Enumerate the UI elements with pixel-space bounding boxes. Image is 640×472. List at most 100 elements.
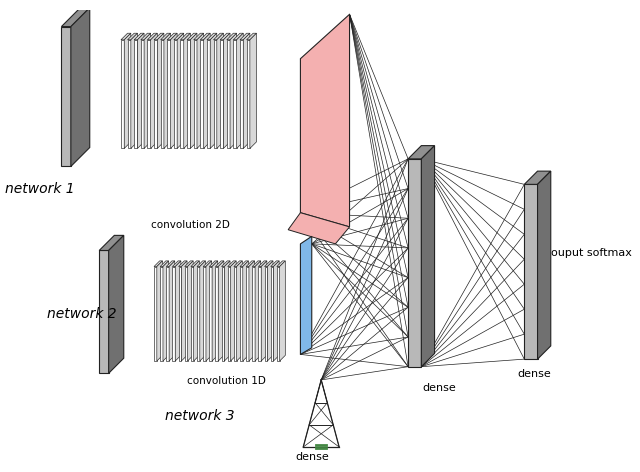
Polygon shape — [221, 261, 230, 267]
Polygon shape — [169, 261, 175, 361]
Polygon shape — [157, 33, 164, 149]
Polygon shape — [209, 267, 212, 361]
Polygon shape — [234, 40, 237, 149]
Polygon shape — [124, 33, 131, 149]
Polygon shape — [194, 261, 199, 361]
Polygon shape — [172, 267, 175, 361]
Polygon shape — [234, 261, 243, 267]
Polygon shape — [184, 33, 190, 149]
Polygon shape — [99, 251, 109, 373]
Polygon shape — [134, 40, 138, 149]
Polygon shape — [214, 40, 217, 149]
Polygon shape — [408, 159, 421, 367]
Polygon shape — [99, 236, 124, 251]
Polygon shape — [227, 33, 237, 40]
Polygon shape — [218, 261, 224, 361]
Polygon shape — [174, 40, 177, 149]
Polygon shape — [259, 267, 261, 361]
Polygon shape — [138, 33, 144, 149]
Polygon shape — [214, 33, 223, 40]
Polygon shape — [255, 261, 260, 361]
Polygon shape — [203, 261, 212, 267]
Polygon shape — [220, 33, 230, 40]
Polygon shape — [200, 261, 205, 361]
Polygon shape — [237, 261, 243, 361]
Polygon shape — [197, 261, 205, 267]
Polygon shape — [210, 33, 217, 149]
Polygon shape — [194, 40, 197, 149]
Polygon shape — [250, 33, 257, 149]
Polygon shape — [206, 261, 212, 361]
Polygon shape — [109, 236, 124, 373]
Polygon shape — [421, 146, 435, 367]
Polygon shape — [179, 261, 187, 267]
Polygon shape — [203, 267, 206, 361]
Polygon shape — [121, 33, 131, 40]
Polygon shape — [164, 33, 170, 149]
Text: network 3: network 3 — [165, 409, 235, 423]
Polygon shape — [194, 33, 204, 40]
Polygon shape — [167, 33, 177, 40]
Polygon shape — [180, 33, 190, 40]
Polygon shape — [163, 261, 168, 361]
Polygon shape — [252, 267, 255, 361]
Polygon shape — [240, 33, 250, 40]
Polygon shape — [187, 33, 197, 40]
Polygon shape — [524, 185, 538, 359]
Polygon shape — [166, 267, 169, 361]
Polygon shape — [220, 40, 223, 149]
Polygon shape — [197, 33, 204, 149]
Polygon shape — [127, 40, 131, 149]
Polygon shape — [154, 40, 157, 149]
Polygon shape — [207, 33, 217, 40]
Polygon shape — [225, 261, 230, 361]
Polygon shape — [191, 267, 194, 361]
Polygon shape — [243, 261, 248, 361]
Polygon shape — [154, 261, 163, 267]
Polygon shape — [170, 33, 177, 149]
Polygon shape — [200, 33, 210, 40]
Polygon shape — [271, 261, 279, 267]
Polygon shape — [197, 267, 200, 361]
Polygon shape — [209, 261, 218, 267]
Polygon shape — [207, 40, 210, 149]
Text: dense: dense — [422, 383, 456, 393]
Polygon shape — [185, 261, 193, 267]
Polygon shape — [240, 40, 243, 149]
Polygon shape — [246, 33, 257, 40]
Polygon shape — [234, 33, 243, 40]
Polygon shape — [181, 261, 187, 361]
Polygon shape — [277, 267, 280, 361]
Polygon shape — [131, 33, 138, 149]
Polygon shape — [240, 261, 248, 267]
Polygon shape — [538, 171, 551, 359]
Polygon shape — [191, 261, 199, 267]
Polygon shape — [127, 33, 138, 40]
Polygon shape — [246, 40, 250, 149]
Text: convolution 2D: convolution 2D — [152, 220, 230, 230]
Polygon shape — [167, 40, 170, 149]
Polygon shape — [288, 213, 349, 244]
Polygon shape — [408, 146, 435, 159]
Polygon shape — [161, 40, 164, 149]
Polygon shape — [175, 261, 181, 361]
Polygon shape — [141, 40, 144, 149]
Polygon shape — [246, 261, 255, 267]
Polygon shape — [223, 33, 230, 149]
Polygon shape — [200, 40, 204, 149]
Text: ouput softmax: ouput softmax — [551, 248, 632, 258]
Polygon shape — [61, 26, 71, 167]
Polygon shape — [174, 33, 184, 40]
Polygon shape — [147, 40, 150, 149]
Polygon shape — [227, 40, 230, 149]
Polygon shape — [180, 40, 184, 149]
Text: dense: dense — [518, 369, 552, 379]
Polygon shape — [259, 261, 267, 267]
Polygon shape — [172, 261, 181, 267]
Polygon shape — [61, 8, 90, 26]
Polygon shape — [252, 261, 260, 267]
Text: network 1: network 1 — [4, 182, 74, 196]
Polygon shape — [204, 33, 210, 149]
Polygon shape — [144, 33, 150, 149]
Polygon shape — [150, 33, 157, 149]
